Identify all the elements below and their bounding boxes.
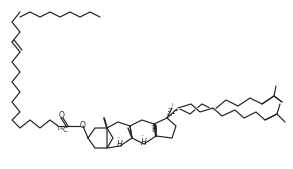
Text: |: | <box>171 103 173 107</box>
Text: $\overset{..}{H}$: $\overset{..}{H}$ <box>116 136 124 150</box>
Text: $\overset{..}{H}$: $\overset{..}{H}$ <box>140 134 148 148</box>
Text: O: O <box>59 112 65 120</box>
Text: H: H <box>151 126 157 135</box>
Text: $^{14}$C: $^{14}$C <box>56 124 69 136</box>
Text: O: O <box>80 122 86 130</box>
